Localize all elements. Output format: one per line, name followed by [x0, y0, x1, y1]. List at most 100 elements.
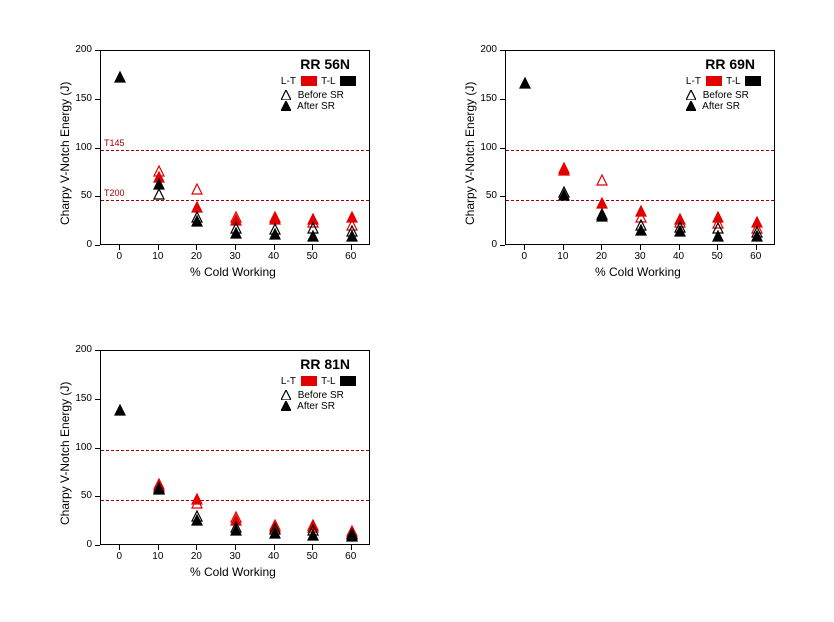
x-tick [312, 545, 313, 550]
legend-tl-label: T-L [321, 76, 335, 87]
y-axis-label: Charpy V-Notch Energy (J) [58, 82, 72, 225]
legend-row-after: After SR [281, 401, 358, 412]
chart-panel-rr81n: 0102030405060050100150200% Cold WorkingC… [40, 335, 390, 585]
y-tick [95, 448, 100, 449]
threshold-line-t200 [101, 500, 369, 501]
legend-lt-label: L-T [686, 76, 701, 87]
legend-tl-label: T-L [726, 76, 740, 87]
x-tick-label: 50 [709, 251, 725, 262]
x-tick [640, 245, 641, 250]
threshold-line-t200 [101, 200, 369, 201]
x-tick [312, 245, 313, 250]
triangle-filled-icon [281, 401, 295, 411]
legend-row-orientation: L-T T-L [686, 76, 763, 87]
x-tick-label: 40 [266, 551, 282, 562]
triangle-open-icon [686, 90, 700, 100]
x-tick [524, 245, 525, 250]
y-tick [95, 50, 100, 51]
chart-panel-rr56n: T145T200 [40, 35, 390, 285]
x-tick [351, 545, 352, 550]
x-tick-label: 40 [671, 251, 687, 262]
x-tick-label: 20 [593, 251, 609, 262]
x-tick [196, 545, 197, 550]
legend-tl-swatch [340, 76, 356, 86]
x-tick [158, 245, 159, 250]
y-tick [500, 50, 505, 51]
y-tick [95, 350, 100, 351]
legend-lt-swatch [706, 76, 722, 86]
legend-before-label: Before SR [298, 390, 344, 401]
legend-row-after: After SR [281, 101, 358, 112]
y-tick-label: 100 [480, 142, 497, 153]
x-tick [119, 545, 120, 550]
legend-after-label: After SR [702, 101, 740, 112]
x-tick-label: 50 [304, 251, 320, 262]
y-tick-label: 0 [491, 239, 497, 250]
legend-row-before: Before SR [686, 90, 763, 101]
x-tick-label: 40 [266, 251, 282, 262]
legend-row-after: After SR [686, 101, 763, 112]
x-tick-label: 0 [516, 251, 532, 262]
threshold-line-t145 [101, 150, 369, 151]
y-tick [95, 99, 100, 100]
y-tick-label: 0 [86, 539, 92, 550]
y-tick-label: 150 [480, 93, 497, 104]
legend-row-before: Before SR [281, 390, 358, 401]
x-tick [274, 545, 275, 550]
legend-before-label: Before SR [703, 90, 749, 101]
threshold-line-t200 [506, 200, 774, 201]
legend: L-T T-L Before SR After SR [281, 376, 358, 412]
y-tick-label: 150 [75, 93, 92, 104]
y-tick-label: 200 [75, 344, 92, 355]
y-tick-label: 150 [75, 393, 92, 404]
x-tick-label: 30 [227, 551, 243, 562]
triangle-open-icon [281, 390, 295, 400]
x-tick [679, 245, 680, 250]
chart-panel-rr69n: 0102030405060050100150200% Cold WorkingC… [445, 35, 795, 285]
x-tick [756, 245, 757, 250]
y-tick [500, 196, 505, 197]
legend-before-label: Before SR [298, 90, 344, 101]
y-tick-label: 50 [81, 490, 92, 501]
x-tick-label: 30 [632, 251, 648, 262]
legend-lt-swatch [301, 376, 317, 386]
legend-after-label: After SR [297, 101, 335, 112]
x-tick-label: 30 [227, 251, 243, 262]
y-tick-label: 50 [486, 190, 497, 201]
x-tick-label: 10 [150, 551, 166, 562]
y-tick [95, 545, 100, 546]
x-tick-label: 50 [304, 551, 320, 562]
legend: L-T T-L Before SR After SR [686, 76, 763, 112]
y-tick-label: 0 [86, 239, 92, 250]
y-tick-label: 200 [75, 44, 92, 55]
threshold-line-t145 [101, 450, 369, 451]
y-tick-label: 100 [75, 142, 92, 153]
x-tick-label: 60 [748, 251, 764, 262]
legend-lt-swatch [301, 76, 317, 86]
x-axis-label: % Cold Working [595, 265, 681, 279]
legend-tl-swatch [745, 76, 761, 86]
x-tick-label: 20 [188, 551, 204, 562]
legend-row-orientation: L-T T-L [281, 376, 358, 387]
y-axis-label: Charpy V-Notch Energy (J) [58, 382, 72, 525]
x-tick-label: 60 [343, 251, 359, 262]
legend-after-label: After SR [297, 401, 335, 412]
panel-title: RR 81N [300, 356, 350, 372]
x-tick [717, 245, 718, 250]
x-tick [563, 245, 564, 250]
x-tick [351, 245, 352, 250]
legend-lt-label: L-T [281, 76, 296, 87]
x-tick [235, 245, 236, 250]
y-tick [95, 245, 100, 246]
panel-title: RR 56N [300, 56, 350, 72]
x-tick [158, 545, 159, 550]
legend-row-before: Before SR [281, 90, 358, 101]
y-tick [500, 148, 505, 149]
triangle-filled-icon [281, 101, 295, 111]
x-axis-label: % Cold Working [190, 565, 276, 579]
x-tick-label: 20 [188, 251, 204, 262]
x-tick [119, 245, 120, 250]
legend-lt-label: L-T [281, 376, 296, 387]
y-tick [95, 496, 100, 497]
threshold-line-t145 [506, 150, 774, 151]
